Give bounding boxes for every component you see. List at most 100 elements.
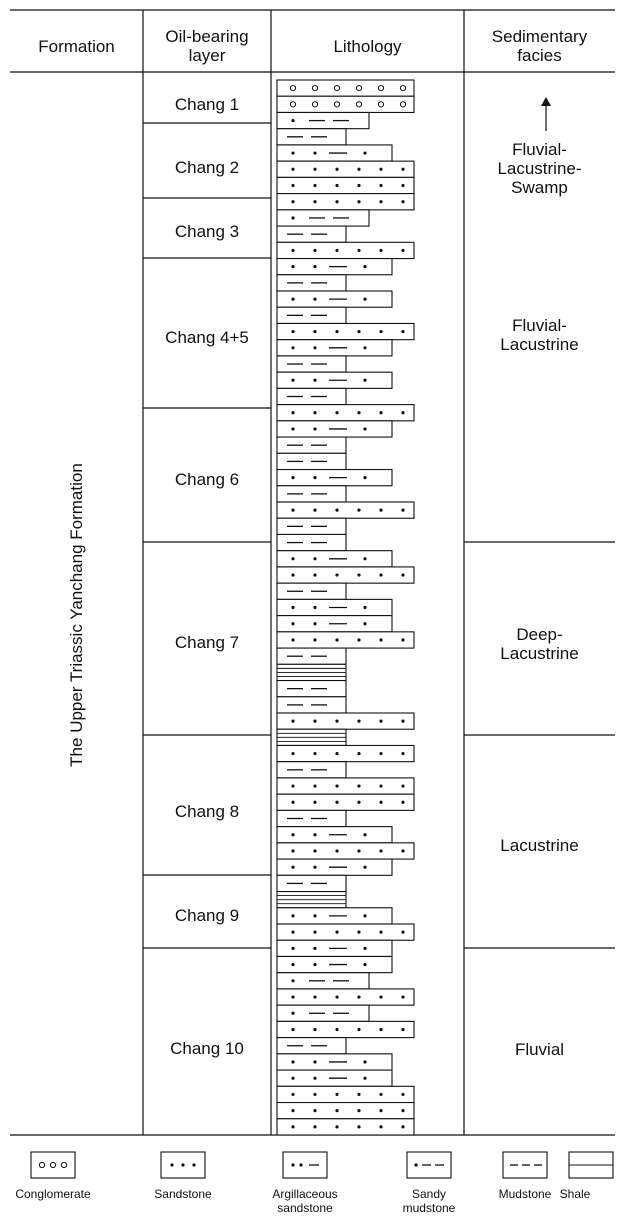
lithology-bed (276, 209, 370, 227)
lithology-bed (276, 761, 347, 779)
sand-dot (291, 962, 295, 967)
sand-dot (291, 1011, 295, 1015)
lithology-bed (276, 598, 393, 617)
sandstone-dot (291, 411, 295, 415)
lithology-bed (276, 744, 415, 763)
sand-dot (313, 914, 317, 918)
sandstone-dot (291, 508, 295, 512)
sandstone-dot (313, 329, 317, 334)
header-oil-bearing-layer: Oil-bearing layer (165, 27, 249, 65)
sandstone-dot (335, 200, 339, 204)
sandstone-dot (313, 995, 317, 999)
conglomerate-symbol (311, 101, 319, 108)
sandstone-dot (379, 849, 383, 853)
sand-dot (414, 1163, 418, 1167)
sandstone-dot (291, 800, 295, 804)
header-sedimentary-facies: Sedimentary facies (491, 27, 588, 65)
lithology-bed (276, 452, 347, 471)
sandstone-dot (335, 800, 339, 804)
sandstone-dot (335, 508, 339, 512)
lithology-bed (276, 631, 415, 649)
header-lithology: Lithology (333, 37, 402, 56)
sandstone-dot (379, 248, 383, 253)
sand-dot (291, 216, 295, 220)
sandstone-dot (291, 200, 295, 204)
sand-dot (291, 427, 295, 431)
sand-dot (313, 427, 317, 431)
sandstone-dot (401, 800, 405, 804)
sandstone-dot (313, 800, 317, 804)
sandstone-dot (313, 1092, 317, 1097)
facies-label: Fluvial (514, 1039, 565, 1059)
sandstone-dot (379, 1092, 383, 1097)
facies-label: Fluvial- Lacustrine- Swamp (497, 139, 582, 197)
sandstone-dot (357, 995, 361, 999)
layer-label: Chang 1 (174, 95, 240, 114)
lithology-bed-box (276, 1101, 415, 1120)
sand-dot (363, 962, 367, 967)
sandstone-dot (379, 1109, 383, 1113)
sandstone-dot (379, 719, 383, 723)
sandstone-dot (313, 573, 317, 577)
sandstone-dot (291, 751, 295, 756)
layer-label: Chang 4+5 (165, 328, 249, 347)
lithology-bed (276, 533, 347, 552)
sand-dot (291, 346, 295, 350)
sandstone-dot (379, 751, 383, 756)
sandstone-dot (357, 508, 361, 512)
legend-symbol-argillaceous-sandstone (282, 1151, 328, 1179)
facies-label: Lacustrine (500, 835, 579, 855)
lithology-column (276, 79, 415, 1136)
lithology-bed (276, 663, 347, 682)
sandstone-dot (291, 248, 295, 253)
lithology-bed-box (276, 1020, 415, 1039)
sandstone-dot (335, 638, 339, 642)
sandstone-dot (401, 751, 405, 756)
sand-dot (291, 1076, 295, 1080)
sandstone-dot (357, 1027, 361, 1032)
sand-dot (291, 605, 295, 610)
lithology-bed (276, 176, 415, 195)
lithology-bed (276, 582, 347, 600)
sandstone-dot (357, 751, 361, 756)
sandstone-dot (170, 1163, 174, 1167)
sand-dot (291, 557, 295, 561)
sandstone-dot (357, 183, 361, 188)
lithology-bed (276, 517, 347, 536)
legend-symbols (30, 1151, 614, 1179)
sandstone-dot (357, 638, 361, 642)
sandstone-dot (401, 849, 405, 853)
lithology-bed-box (276, 1118, 415, 1136)
sand-dot (313, 1076, 317, 1080)
sandstone-dot (357, 1109, 361, 1113)
legend-symbol-mudstone (502, 1151, 548, 1179)
sand-dot (291, 476, 295, 480)
sandstone-dot (379, 930, 383, 934)
sand-dot (313, 265, 317, 269)
sand-dot (291, 622, 295, 626)
sandstone-dot (291, 573, 295, 577)
lithology-bed-box (276, 322, 415, 341)
sand-dot (291, 378, 295, 382)
lithology-bed (276, 1069, 393, 1087)
sandstone-dot (357, 849, 361, 853)
sand-dot (363, 265, 367, 269)
sandstone-dot (401, 784, 405, 788)
sandstone-dot (357, 719, 361, 723)
layer-label: Chang 2 (174, 158, 240, 177)
conglomerate-symbol (49, 1161, 57, 1169)
legend-label: Argillaceous sandstone (272, 1187, 338, 1215)
sandstone-dot (313, 200, 317, 204)
sandstone-dot (335, 784, 339, 788)
sandstone-dot (335, 573, 339, 577)
sandstone-dot (313, 1125, 317, 1129)
sand-dot (291, 151, 295, 155)
sand-dot (363, 427, 367, 431)
sand-dot (291, 297, 295, 301)
lithology-bed (276, 1101, 415, 1120)
lithology-bed (276, 339, 393, 357)
sandstone-dot (379, 1027, 383, 1032)
sandstone-dot (291, 1125, 295, 1129)
sandstone-dot (357, 329, 361, 334)
conglomerate-symbol (377, 101, 385, 108)
